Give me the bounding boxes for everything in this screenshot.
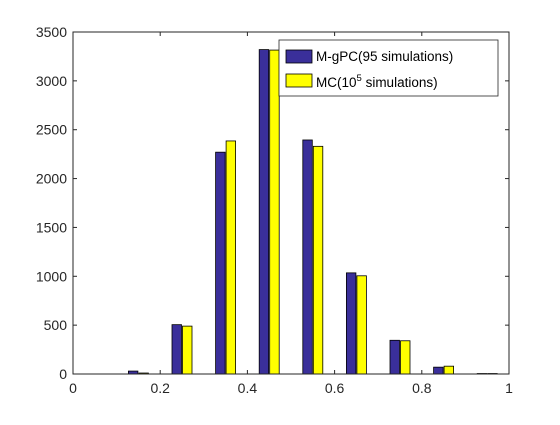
legend-label-series-2-prefix: MC(10 (316, 75, 357, 90)
bar-series-1-bin-7 (390, 340, 400, 374)
bar-series-2-bin-3 (226, 141, 236, 374)
y-tick-label: 2000 (36, 171, 67, 187)
y-tick-label: 1000 (36, 268, 67, 284)
bar-series-2-bin-6 (357, 276, 367, 374)
bar-series-1-bin-8 (434, 367, 444, 374)
y-tick-label: 3000 (36, 73, 67, 89)
bar-series-2-bin-7 (401, 341, 411, 374)
y-tick-label: 1500 (36, 219, 67, 235)
legend-label-series-2-suffix: simulations) (362, 75, 438, 90)
bar-series-2-bin-8 (444, 366, 454, 374)
x-tick-label: 0.2 (150, 380, 170, 396)
y-tick-label: 2500 (36, 122, 67, 138)
bar-series-1-bin-3 (216, 152, 226, 374)
x-tick-label: 0.6 (325, 380, 345, 396)
y-tick-label: 3500 (36, 24, 67, 40)
x-tick-label: 1 (505, 380, 513, 396)
legend-label-series-1: M-gPC(95 simulations) (316, 49, 453, 64)
legend-label-series-2: MC(105 simulations) (316, 73, 438, 90)
legend: M-gPC(95 simulations) MC(105 simulations… (279, 40, 498, 96)
bar-series-2-bin-5 (313, 146, 323, 374)
bar-series-2-bin-2 (183, 326, 193, 374)
bar-series-1-bin-2 (172, 325, 182, 374)
legend-swatch-series-2 (286, 74, 312, 87)
bar-series-1-bin-5 (303, 140, 313, 374)
y-tick-label: 500 (44, 317, 68, 333)
bar-series-1-bin-4 (259, 50, 269, 374)
bar-series-1-bin-6 (346, 273, 356, 374)
bar-series-2-bin-4 (270, 50, 280, 374)
legend-swatch-series-1 (286, 50, 312, 63)
x-tick-label: 0.8 (412, 380, 432, 396)
x-tick-label: 0 (69, 380, 77, 396)
y-tick-label: 0 (59, 366, 67, 382)
x-tick-label: 0.4 (238, 380, 258, 396)
